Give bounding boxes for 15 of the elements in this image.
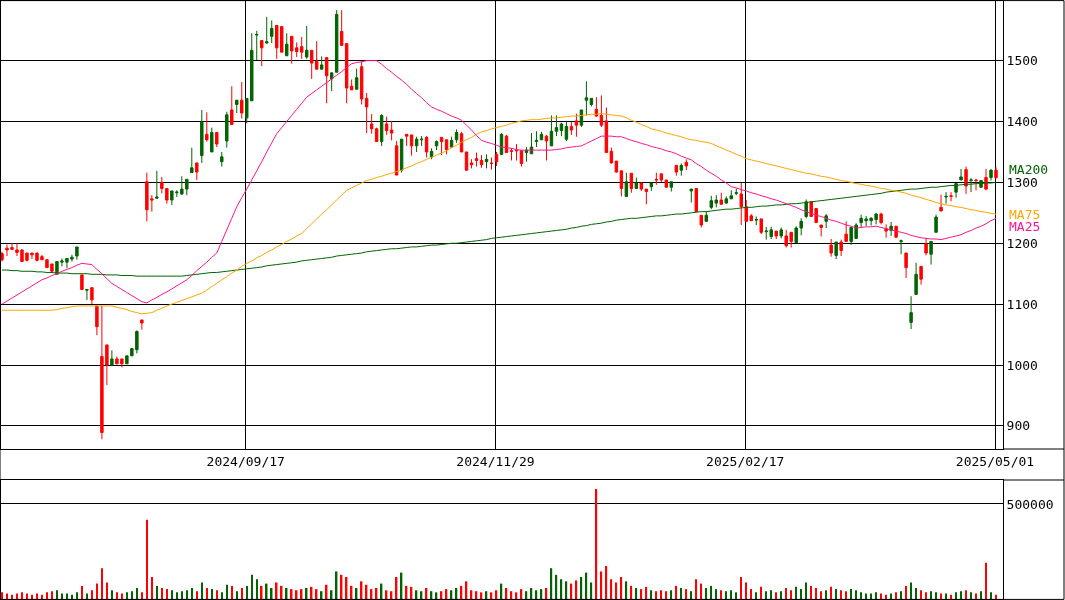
x-tick-label: 2025/05/01 bbox=[955, 453, 1035, 469]
y-tick-label: 1300 bbox=[1006, 174, 1038, 190]
y-tick-label: 1000 bbox=[1006, 357, 1038, 373]
x-tick-label: 2024/11/29 bbox=[456, 453, 535, 469]
series-label: MA200 bbox=[1009, 162, 1049, 177]
y-tick-label: 900 bbox=[1006, 418, 1031, 434]
y-tick-label: 500000 bbox=[1006, 496, 1054, 512]
y-tick-label: 1100 bbox=[1006, 296, 1038, 312]
y-tick-label: 1200 bbox=[1006, 235, 1038, 251]
series-label: MA25 bbox=[1009, 219, 1041, 234]
y-tick-label: 1400 bbox=[1006, 114, 1038, 130]
series-label: MA75 bbox=[1009, 207, 1041, 222]
x-tick-label: 2024/09/17 bbox=[206, 453, 285, 469]
x-tick-label: 2025/02/17 bbox=[706, 453, 785, 469]
y-tick-label: 1500 bbox=[1006, 53, 1038, 69]
